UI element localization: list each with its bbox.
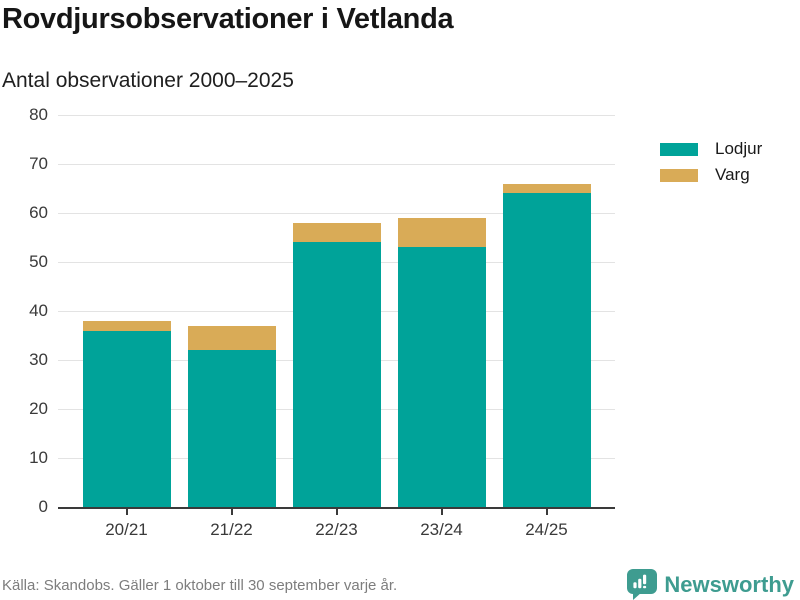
x-tick-label: 21/22 <box>210 520 253 539</box>
source-note: Källa: Skandobs. Gäller 1 oktober till 3… <box>2 576 398 594</box>
bar-segment-varg <box>502 183 591 194</box>
bar-segment-varg <box>187 325 276 351</box>
x-tick-mark <box>230 509 233 515</box>
stacked-bar <box>502 183 591 507</box>
x-tick-label: 23/24 <box>420 520 463 539</box>
x-tick-mark <box>125 509 128 515</box>
y-tick-label: 70 <box>29 154 48 173</box>
gridline <box>58 114 615 116</box>
gridline <box>58 163 615 165</box>
y-tick-label: 60 <box>29 203 48 222</box>
stacked-bar <box>187 325 276 507</box>
x-tick-label: 22/23 <box>315 520 358 539</box>
legend-label: Lodjur <box>715 139 763 158</box>
x-tick-label: 20/21 <box>105 520 148 539</box>
bar-group <box>494 183 599 507</box>
y-tick-label: 10 <box>29 448 48 467</box>
bar-segment-varg <box>292 222 381 243</box>
y-tick-label: 50 <box>29 252 48 271</box>
legend-swatch-lodjur <box>660 142 698 156</box>
x-axis-cell: 23/24 <box>389 509 494 540</box>
bar-segment-varg <box>397 217 486 248</box>
chart-title: Rovdjursobservationer i Vetlanda <box>2 3 454 35</box>
bar-group <box>179 325 284 507</box>
newsworthy-bubble-chart-icon <box>627 569 658 600</box>
bar-group <box>284 222 389 507</box>
legend-item: Lodjur <box>660 136 762 162</box>
x-axis: 20/21 21/22 22/23 23/24 24/25 <box>58 509 615 540</box>
y-tick-label: 30 <box>29 350 48 369</box>
x-axis-cell: 24/25 <box>494 509 599 540</box>
y-tick-label: 40 <box>29 301 48 320</box>
newsworthy-logo: Newsworthy <box>627 569 794 600</box>
bar-segment-lodjur <box>82 330 171 507</box>
legend-swatch-varg <box>660 168 698 182</box>
x-tick-mark <box>545 509 548 515</box>
plot-area: 0 10 20 30 40 50 60 70 80 20/21 21/22 22/23 23/24 24… <box>29 105 615 539</box>
x-tick-mark <box>335 509 338 515</box>
bar-group <box>389 217 494 507</box>
x-axis-cell: 22/23 <box>284 509 389 540</box>
legend-item: Varg <box>660 162 762 188</box>
bar-segment-lodjur <box>187 350 276 507</box>
footer: Källa: Skandobs. Gäller 1 oktober till 3… <box>0 569 794 600</box>
chart-subtitle: Antal observationer 2000–2025 <box>2 69 294 92</box>
y-tick-label: 20 <box>29 399 48 418</box>
legend-label: Varg <box>715 165 750 184</box>
stacked-bar <box>397 217 486 507</box>
bars-layer <box>58 115 615 507</box>
stacked-bar <box>292 222 381 507</box>
x-axis-cell: 21/22 <box>179 509 284 540</box>
y-tick-label: 80 <box>29 105 48 124</box>
legend: Lodjur Varg <box>660 136 762 188</box>
y-tick-label: 0 <box>38 497 48 516</box>
x-tick-mark <box>440 509 443 515</box>
bar-segment-lodjur <box>292 242 381 507</box>
bar-segment-lodjur <box>397 247 486 507</box>
newsworthy-wordmark: Newsworthy <box>664 572 794 597</box>
gridline <box>58 212 615 214</box>
bar-group <box>74 320 179 507</box>
x-tick-label: 24/25 <box>525 520 568 539</box>
stacked-bar <box>82 320 171 507</box>
bar-segment-lodjur <box>502 193 591 507</box>
x-axis-cell: 20/21 <box>74 509 179 540</box>
bar-segment-varg <box>82 320 171 331</box>
